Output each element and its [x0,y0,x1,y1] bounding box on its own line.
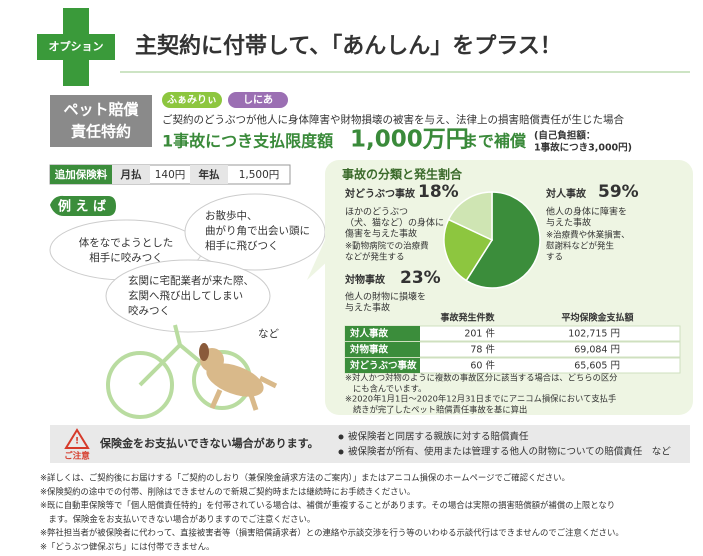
rider-label: ペット賠償 [63,101,139,119]
footnote: ※保険契約の途中での付帯、削除はできませんので新規ご契約時または継続時にお手続き… [40,486,415,496]
footnotes: ※詳しくは、ご契約後にお届けする「ご契約のしおり（兼保険金請求方法のご案内）」ま… [40,473,624,552]
bubble-text: 咬みつく [128,304,170,317]
deductible: 1事故につき3,000円) [534,142,632,154]
premium-label: 追加保険料 [55,168,108,181]
pie-slice [465,191,541,289]
bubble-text: 相手に咬みつく [89,251,163,264]
slice-note: する [546,253,563,263]
table-cell: 102,715 円 [568,329,620,340]
slice-desc: 他人の身体に障害を [546,206,627,218]
slice-desc: 傷害を与えた事故 [345,228,417,240]
slice-value: 23% [400,268,441,288]
cell [190,165,228,184]
caution-box [50,425,690,463]
caution-icon-label: ご注意 [64,451,90,462]
slice-note: などが発生する [345,252,405,263]
warning-mark: ! [75,437,79,447]
cell-text: 140円 [155,169,186,181]
warning-icon [64,428,90,449]
example-badge [50,195,116,216]
row-label-cell [345,358,420,373]
cross-icon [37,8,115,86]
tag-label: しにあ [243,93,273,106]
slice-value: 18% [418,182,459,202]
slice-desc: 他人の財物に損壊を [345,291,426,303]
bubble-text: お散歩中、 [205,209,258,222]
caution-item: 被保険者が所有、使用または管理する他人の財物についての賠償責任 など [348,446,671,458]
badge: オプション [49,39,104,53]
bubble-text: 曲がり角で出会い頭に [205,224,310,237]
bubble-text: 相手に飛びつく [205,239,279,252]
rider-label-box [50,95,152,147]
row-label: 対物事故 [349,344,389,356]
bullet [338,434,344,440]
panel-note: ※2020年1月1日～2020年12月31日までにアニコム損保において支払手 [345,394,616,404]
cell-text: 月払 [120,168,142,181]
table-header: 事故発生件数 [440,312,495,324]
cell [112,165,150,184]
description: ご契約のどうぶつが他人に身体障害や財物損壊の被害を与え、法律上の損害賠償責任が生… [162,113,624,126]
table-cell: 60 件 [470,360,495,372]
table-header: 平均保険金支払額 [561,312,633,324]
table-cell: 65,605 円 [574,361,620,372]
footnote: ※「どうぶつ健保ぷち」には付帯できません。 [40,542,214,552]
panel-note: ※対人かつ対物のように複数の事故区分に該当する場合は、どちらの区分 [345,373,617,383]
footnote: ※詳しくは、ご契約後にお届けする「ご契約のしおり（兼保険金請求方法のご案内）」ま… [40,473,570,483]
slice-desc: ほかのどうぶつ [345,207,408,218]
panel-title: 事故の分類と発生割合 [342,167,463,182]
row-label-cell [345,342,420,357]
row-label: 対どうぶつ事故 [349,360,417,372]
slice-note: ※動物病院での治療費 [345,241,429,252]
premium-label-cell [50,165,112,184]
panel-pointer [307,240,329,280]
example-title: 例 え ば [58,199,106,215]
slice-desc: 与えた事故 [546,217,591,229]
deductible: (自己負担額： [534,130,595,142]
bubble-text: 玄関に宅配業者が来た際、 [128,274,254,287]
panel-note: 続きが完了したペット賠償責任事故を基に算出 [353,405,527,415]
pie-chart [443,191,541,289]
tag-label: ふぁみりぃ [167,94,217,106]
table-cell: 69,084 円 [574,345,620,356]
title: 主契約に付帯して、「あんしん」をプラス！ [135,33,562,59]
bubble-text: 体をなでようとした [79,237,174,249]
cell-text: 年払 [199,168,220,181]
slice-note: ※治療費や休業損害、 [546,230,630,241]
footnote: ※弊社担当者が被保険者に代わって、直接被害者等（損害賠償請求者）との連絡や示談交… [40,528,624,538]
row-label: 対人事故 [349,328,389,340]
cell-text: 1,500円 [239,169,280,181]
slice-name: 対物事故 [344,273,386,286]
table-cell: 201 件 [464,328,495,340]
bullet [338,449,344,455]
slice-value: 59% [598,182,639,202]
illustration [106,324,278,419]
slice-desc: 与えた事故 [345,302,390,314]
footnote: ※既に自動車保険等で「個人賠償責任特約」を付帯されている場合は、補償が重複するこ… [40,500,615,510]
slice-name: 対人事故 [545,187,587,200]
headline-prefix: 1事故につき支払限度額 [162,132,333,151]
tag [162,92,222,108]
headline-amount: 1,000万円 [350,127,469,153]
slice-name: 対どうぶつ事故 [344,187,416,200]
headline-suffix: まで補償 [462,132,527,151]
slice-desc: （犬、猫など）の身体に [345,217,444,229]
slice-note: 慰謝料などが発生 [546,241,615,252]
pie-slice [447,191,493,242]
table-cell: 78 件 [470,344,495,356]
panel-note: にも含んでいます。 [353,384,426,394]
bubble [105,259,271,333]
bubble-text: 玄関へ飛び出してしまい [128,289,243,302]
tag [228,92,288,108]
etc: など [258,328,279,340]
caution-item: 被保険者と同居する親族に対する賠償責任 [348,431,529,443]
rider-label: 責任特約 [71,123,131,141]
caution-message: 保険金をお支払いできない場合があります。 [99,436,319,450]
footnote: ます。保険金をお支払いできない場合がありますのでご注意ください。 [40,514,315,524]
row-label-cell [345,326,420,341]
